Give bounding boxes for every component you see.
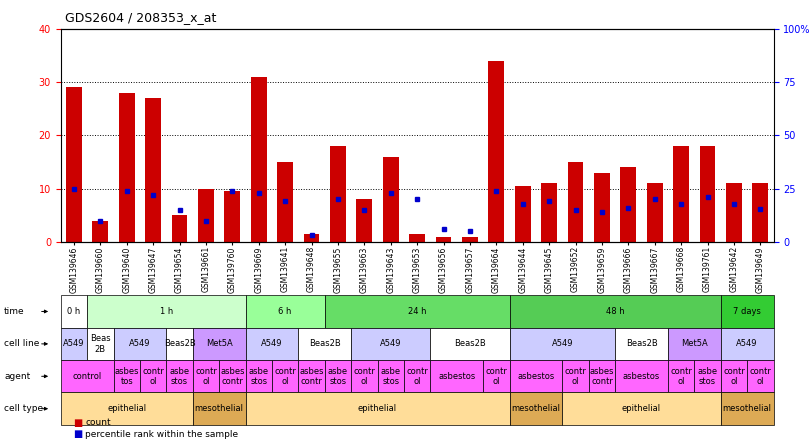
Bar [462, 237, 478, 242]
Bar [172, 215, 187, 242]
Text: control: control [73, 372, 102, 381]
Text: A549: A549 [552, 339, 573, 349]
Bar [304, 234, 319, 242]
Bar [594, 173, 610, 242]
Text: contr
ol: contr ol [670, 367, 692, 386]
Text: asbestos: asbestos [438, 372, 475, 381]
Text: 0 h: 0 h [67, 307, 80, 316]
Text: agent: agent [4, 372, 30, 381]
Bar [409, 234, 425, 242]
Text: cell type: cell type [4, 404, 43, 413]
Text: Beas2B: Beas2B [309, 339, 341, 349]
Bar [541, 183, 557, 242]
Text: cell line: cell line [4, 339, 40, 349]
Bar [145, 98, 161, 242]
Bar [647, 183, 663, 242]
Text: contr
ol: contr ol [485, 367, 507, 386]
Bar [568, 162, 583, 242]
Text: asbes
contr: asbes contr [590, 367, 614, 386]
Text: A549: A549 [63, 339, 85, 349]
Text: asbes
contr: asbes contr [220, 367, 245, 386]
Text: Beas
2B: Beas 2B [90, 334, 111, 353]
Bar [515, 186, 531, 242]
Text: epithelial: epithelial [107, 404, 147, 413]
Text: 48 h: 48 h [606, 307, 625, 316]
Text: asbe
stos: asbe stos [249, 367, 269, 386]
Text: contr
ol: contr ol [195, 367, 217, 386]
Text: mesothelial: mesothelial [723, 404, 772, 413]
Bar [66, 87, 82, 242]
Text: asbestos: asbestos [518, 372, 555, 381]
Text: Beas2B: Beas2B [454, 339, 486, 349]
Bar [752, 183, 768, 242]
Bar [726, 183, 742, 242]
Text: contr
ol: contr ol [723, 367, 745, 386]
Bar [251, 77, 266, 242]
Text: Met5A: Met5A [206, 339, 232, 349]
Text: 7 days: 7 days [733, 307, 761, 316]
Text: time: time [4, 307, 24, 316]
Text: ■: ■ [73, 429, 82, 439]
Text: A549: A549 [380, 339, 402, 349]
Text: epithelial: epithelial [622, 404, 661, 413]
Bar [488, 61, 505, 242]
Text: contr
ol: contr ol [275, 367, 296, 386]
Text: GDS2604 / 208353_x_at: GDS2604 / 208353_x_at [65, 11, 216, 24]
Bar [92, 221, 109, 242]
Bar [277, 162, 293, 242]
Text: asbes
contr: asbes contr [300, 367, 324, 386]
Text: mesothelial: mesothelial [194, 404, 244, 413]
Bar [224, 191, 241, 242]
Text: Beas2B: Beas2B [164, 339, 195, 349]
Bar [383, 157, 399, 242]
Bar [356, 199, 373, 242]
Text: asbes
tos: asbes tos [114, 367, 139, 386]
Text: asbe
stos: asbe stos [697, 367, 718, 386]
Text: contr
ol: contr ol [749, 367, 771, 386]
Bar [700, 146, 715, 242]
Text: contr
ol: contr ol [143, 367, 164, 386]
Bar [620, 167, 637, 242]
Text: count: count [85, 418, 111, 427]
Text: contr
ol: contr ol [353, 367, 375, 386]
Bar [330, 146, 346, 242]
Text: Beas2B: Beas2B [625, 339, 658, 349]
Text: contr
ol: contr ol [565, 367, 586, 386]
Text: epithelial: epithelial [358, 404, 397, 413]
Text: 6 h: 6 h [279, 307, 292, 316]
Bar [673, 146, 689, 242]
Text: A549: A549 [261, 339, 283, 349]
Text: ■: ■ [73, 418, 82, 428]
Bar [436, 237, 451, 242]
Text: asbestos: asbestos [623, 372, 660, 381]
Text: asbe
stos: asbe stos [328, 367, 348, 386]
Text: 24 h: 24 h [408, 307, 426, 316]
Text: asbe
stos: asbe stos [381, 367, 401, 386]
Text: percentile rank within the sample: percentile rank within the sample [85, 430, 238, 439]
Text: contr
ol: contr ol [406, 367, 428, 386]
Text: asbe
stos: asbe stos [169, 367, 190, 386]
Bar [119, 93, 134, 242]
Bar [198, 189, 214, 242]
Text: 1 h: 1 h [160, 307, 173, 316]
Text: Met5A: Met5A [681, 339, 708, 349]
Text: mesothelial: mesothelial [511, 404, 561, 413]
Text: A549: A549 [130, 339, 151, 349]
Text: A549: A549 [736, 339, 758, 349]
